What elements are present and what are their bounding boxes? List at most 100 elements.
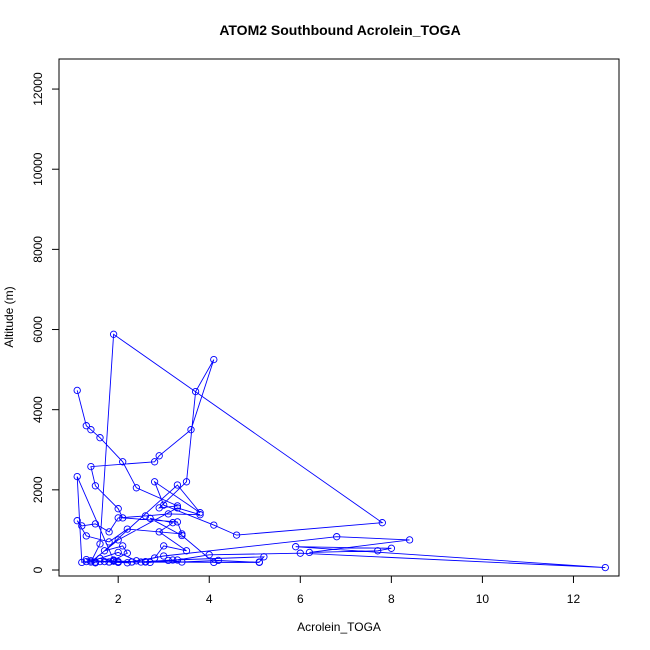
series-layer — [73, 330, 609, 572]
x-axis: 2 4 6 8 10 12 — [115, 575, 581, 606]
data-point — [182, 478, 191, 486]
y-tick-label: 10000 — [31, 152, 45, 186]
data-point — [150, 478, 159, 486]
chart-title: ATOM2 Southbound Acrolein_TOGA — [219, 22, 460, 38]
data-point — [132, 557, 141, 565]
data-point — [82, 557, 90, 566]
data-point — [114, 514, 122, 522]
data-point — [114, 548, 122, 557]
data-point — [305, 548, 314, 557]
y-tick-label: 0 — [31, 566, 45, 573]
data-point — [114, 558, 122, 567]
data-point — [164, 556, 172, 565]
data-point — [292, 543, 300, 551]
data-point — [123, 525, 131, 533]
data-point — [96, 540, 104, 548]
data-point — [87, 557, 95, 565]
x-tick-label: 4 — [206, 592, 213, 606]
data-point — [119, 458, 127, 466]
data-point — [173, 504, 182, 512]
data-point — [155, 452, 163, 460]
data-point — [96, 557, 104, 566]
data-point — [191, 387, 200, 396]
data-point — [178, 558, 186, 566]
x-tick-label: 6 — [297, 592, 304, 606]
data-point — [96, 434, 104, 442]
data-point — [87, 462, 95, 471]
data-point — [182, 547, 191, 555]
data-point — [87, 426, 95, 434]
y-tick-label: 4000 — [31, 396, 45, 423]
data-point — [73, 517, 81, 525]
data-point — [378, 519, 386, 527]
data-point — [82, 532, 90, 540]
data-point — [114, 536, 122, 544]
x-tick-label: 8 — [388, 592, 395, 606]
data-point — [164, 510, 172, 518]
x-tick-label: 12 — [567, 592, 581, 606]
data-point — [387, 544, 396, 552]
data-point — [169, 556, 177, 564]
data-point — [132, 484, 141, 492]
data-point — [160, 552, 168, 560]
data-point — [160, 542, 168, 550]
data-point — [178, 531, 186, 540]
data-point — [210, 521, 218, 529]
x-tick-label: 10 — [476, 592, 490, 606]
data-point — [173, 556, 182, 564]
data-point — [405, 536, 414, 544]
data-point — [105, 528, 113, 536]
data-point — [169, 519, 177, 527]
x-axis-label: Acrolein_TOGA — [297, 620, 381, 634]
data-point — [155, 528, 163, 536]
data-point — [146, 558, 154, 567]
data-point — [173, 502, 182, 510]
data-point — [205, 551, 213, 559]
y-tick-label: 6000 — [31, 316, 45, 343]
data-point — [105, 558, 113, 566]
y-tick-label: 2000 — [31, 476, 45, 503]
data-point — [196, 509, 204, 517]
data-point — [210, 355, 218, 364]
data-point — [82, 422, 90, 430]
data-point — [119, 514, 127, 522]
data-point — [123, 559, 131, 567]
y-tick-label: 12000 — [31, 72, 45, 106]
data-point — [255, 558, 263, 567]
data-point — [100, 547, 109, 555]
data-point — [374, 547, 382, 555]
data-point — [214, 556, 222, 565]
y-axis-label: Altitude (m) — [2, 286, 16, 347]
data-point — [187, 426, 195, 434]
data-point — [210, 558, 218, 567]
data-point — [232, 531, 241, 539]
plot-frame — [58, 58, 620, 577]
y-tick-label: 8000 — [31, 236, 45, 263]
data-point — [109, 557, 118, 565]
data-point — [78, 522, 86, 530]
data-point — [128, 558, 136, 566]
data-point — [96, 554, 104, 563]
data-point — [105, 538, 113, 546]
data-point — [73, 386, 81, 395]
data-point — [160, 501, 168, 509]
data-point — [601, 563, 609, 572]
y-axis: 0 2000 4000 6000 8000 10000 12000 — [31, 72, 60, 573]
data-point — [91, 520, 100, 528]
data-point — [141, 558, 150, 566]
data-point — [196, 511, 204, 519]
data-point — [173, 518, 182, 526]
data-point — [260, 553, 268, 561]
data-point — [73, 472, 81, 481]
data-point — [173, 481, 182, 489]
data-point — [114, 505, 122, 513]
data-point — [150, 458, 159, 466]
data-point — [150, 554, 159, 562]
data-point — [123, 549, 131, 557]
data-point — [91, 558, 100, 566]
data-point — [333, 533, 341, 541]
data-point — [119, 542, 127, 550]
x-tick-label: 2 — [115, 592, 122, 606]
data-point — [296, 549, 304, 557]
